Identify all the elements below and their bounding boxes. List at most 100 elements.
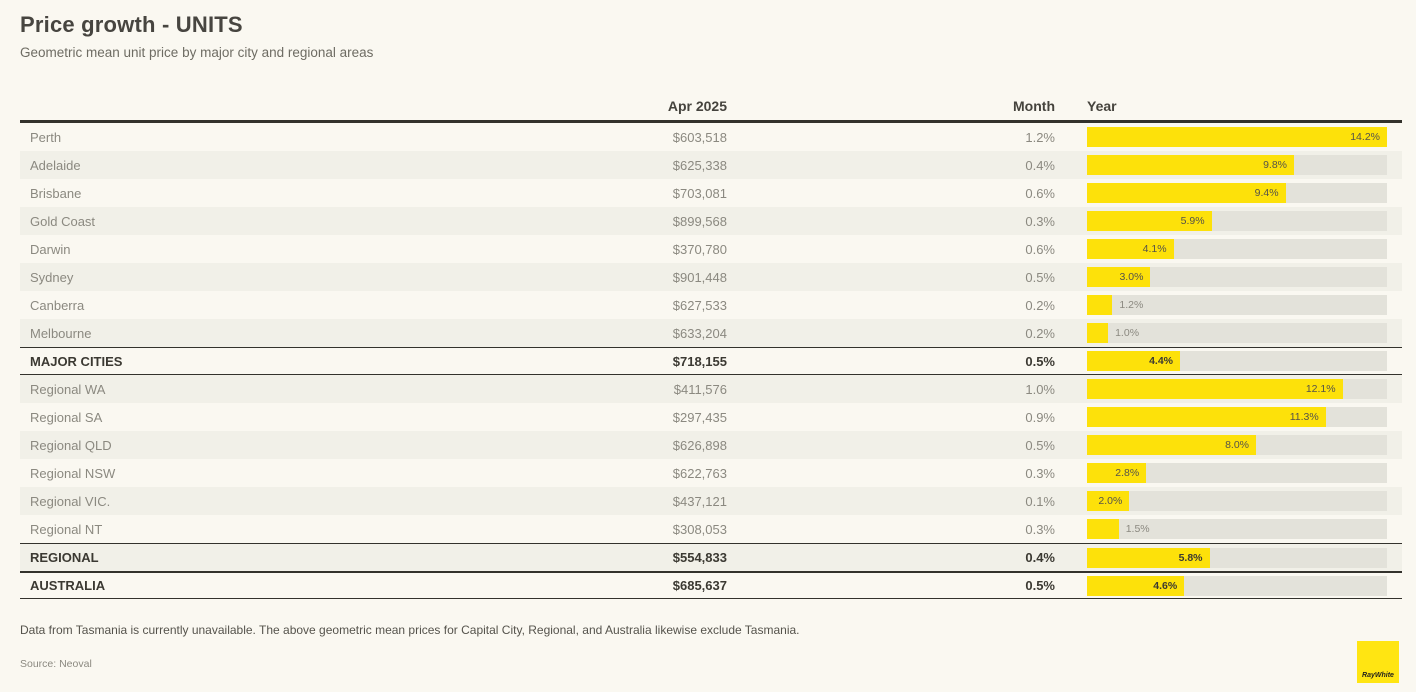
year-bar	[1087, 575, 1185, 596]
page-subtitle: Geometric mean unit price by major city …	[20, 45, 374, 60]
year-bar-track: 5.8%	[1087, 547, 1387, 568]
year-bar-label: 2.0%	[1098, 495, 1123, 507]
year-bar	[1087, 127, 1387, 147]
year-bar-label: 5.9%	[1180, 215, 1205, 227]
row-price: $626,898	[672, 437, 727, 453]
year-bar-track: 9.4%	[1087, 183, 1387, 203]
row-month: 0.5%	[1025, 353, 1055, 369]
row-price: $603,518	[672, 129, 727, 145]
row-label: Regional SA	[30, 409, 103, 425]
raywhite-logo-text: RayWhite	[1362, 672, 1394, 679]
year-bar-label: 4.4%	[1149, 355, 1173, 367]
year-bar-label: 4.6%	[1153, 579, 1178, 592]
table-row: Regional NSW $622,763 0.3% 2.8%	[20, 459, 1402, 487]
year-bar-track: 3.0%	[1087, 267, 1387, 287]
row-month: 0.2%	[1025, 325, 1055, 341]
year-bar-label: 4.1%	[1142, 243, 1167, 255]
row-month: 1.2%	[1025, 129, 1055, 145]
row-label: Adelaide	[30, 157, 81, 173]
row-label: Perth	[30, 129, 62, 145]
row-price: $685,637	[672, 578, 727, 593]
year-bar	[1087, 295, 1113, 315]
row-month: 0.6%	[1025, 185, 1055, 201]
year-bar	[1087, 463, 1147, 483]
year-bar-track: 8.0%	[1087, 435, 1387, 455]
year-bar-track: 11.3%	[1087, 407, 1387, 427]
year-bar	[1087, 155, 1294, 175]
row-price: $625,338	[672, 157, 727, 173]
year-bar-track: 5.9%	[1087, 211, 1387, 231]
row-price: $899,568	[672, 213, 727, 229]
price-growth-table: Apr 2025 Month Year Perth $603,518 1.2% …	[20, 92, 1402, 599]
year-bar-label: 5.8%	[1178, 551, 1203, 564]
row-label: Regional WA	[30, 381, 106, 397]
page-title: Price growth - UNITS	[20, 12, 243, 37]
row-price: $297,435	[672, 409, 727, 425]
year-bar	[1087, 211, 1212, 231]
table-row: MAJOR CITIES $718,155 0.5% 4.4%	[20, 347, 1402, 375]
table-row: Regional QLD $626,898 0.5% 8.0%	[20, 431, 1402, 459]
row-label: Regional QLD	[30, 437, 112, 453]
row-label: MAJOR CITIES	[30, 353, 123, 369]
row-month: 0.2%	[1025, 297, 1055, 313]
row-label: Regional VIC.	[30, 493, 111, 509]
year-bar-label: 1.0%	[1115, 327, 1140, 339]
table-row: Regional SA $297,435 0.9% 11.3%	[20, 403, 1402, 431]
year-bar-label: 2.8%	[1115, 467, 1140, 479]
table-row: Adelaide $625,338 0.4% 9.8%	[20, 151, 1402, 179]
row-month: 0.4%	[1025, 550, 1055, 565]
row-label: Gold Coast	[30, 213, 96, 229]
year-bar-track: 1.2%	[1087, 295, 1387, 315]
year-bar-track: 12.1%	[1087, 379, 1387, 399]
row-month: 0.5%	[1025, 578, 1055, 593]
row-month: 0.3%	[1025, 465, 1055, 481]
year-bar-label: 8.0%	[1225, 439, 1249, 451]
year-bar-track: 4.6%	[1087, 575, 1387, 596]
row-price: $622,763	[672, 465, 727, 481]
raywhite-logo: RayWhite	[1357, 641, 1399, 683]
row-price: $627,533	[672, 297, 727, 313]
year-bar	[1087, 547, 1210, 568]
table-row: Regional WA $411,576 1.0% 12.1%	[20, 375, 1402, 403]
year-bar-label: 3.0%	[1119, 271, 1144, 283]
table-body: Perth $603,518 1.2% 14.2% Adelaide $625,…	[20, 123, 1402, 599]
row-month: 0.1%	[1025, 493, 1055, 509]
row-month: 1.0%	[1025, 381, 1055, 397]
year-bar-label: 14.2%	[1350, 131, 1380, 143]
table-row: Melbourne $633,204 0.2% 1.0%	[20, 319, 1402, 347]
year-bar-label: 9.8%	[1263, 159, 1287, 171]
year-bar-track: 4.1%	[1087, 239, 1387, 259]
year-bar-label: 1.5%	[1125, 523, 1150, 535]
year-bar-track: 4.4%	[1087, 351, 1387, 371]
row-price: $703,081	[672, 185, 727, 201]
year-bar-label: 12.1%	[1305, 383, 1336, 395]
year-bar	[1087, 435, 1256, 455]
row-month: 0.5%	[1025, 437, 1055, 453]
year-bar	[1087, 183, 1286, 203]
row-month: 0.3%	[1025, 213, 1055, 229]
row-label: REGIONAL	[30, 550, 99, 565]
row-price: $308,053	[672, 521, 727, 537]
source-note: Source: Neoval	[20, 658, 92, 670]
table-row: AUSTRALIA $685,637 0.5% 4.6%	[20, 571, 1402, 599]
row-month: 0.4%	[1025, 157, 1055, 173]
year-bar-track: 1.5%	[1087, 519, 1387, 539]
row-month: 0.3%	[1025, 521, 1055, 537]
year-bar-label: 9.4%	[1254, 187, 1279, 199]
row-label: Sydney	[30, 269, 74, 285]
year-bar	[1087, 519, 1119, 539]
table-row: Perth $603,518 1.2% 14.2%	[20, 123, 1402, 151]
table-row: Darwin $370,780 0.6% 4.1%	[20, 235, 1402, 263]
table-row: Brisbane $703,081 0.6% 9.4%	[20, 179, 1402, 207]
report-header: Price growth - UNITS Geometric mean unit…	[20, 12, 373, 60]
year-bar-track: 1.0%	[1087, 323, 1387, 343]
year-bar	[1087, 267, 1151, 287]
footnote: Data from Tasmania is currently unavaila…	[20, 623, 800, 637]
row-label: Darwin	[30, 241, 71, 257]
row-label: AUSTRALIA	[30, 578, 106, 593]
row-price: $901,448	[672, 269, 727, 285]
table-header-row: Apr 2025 Month Year	[20, 92, 1402, 123]
row-price: $633,204	[672, 325, 727, 341]
year-bar	[1087, 407, 1326, 427]
row-price: $370,780	[672, 241, 727, 257]
